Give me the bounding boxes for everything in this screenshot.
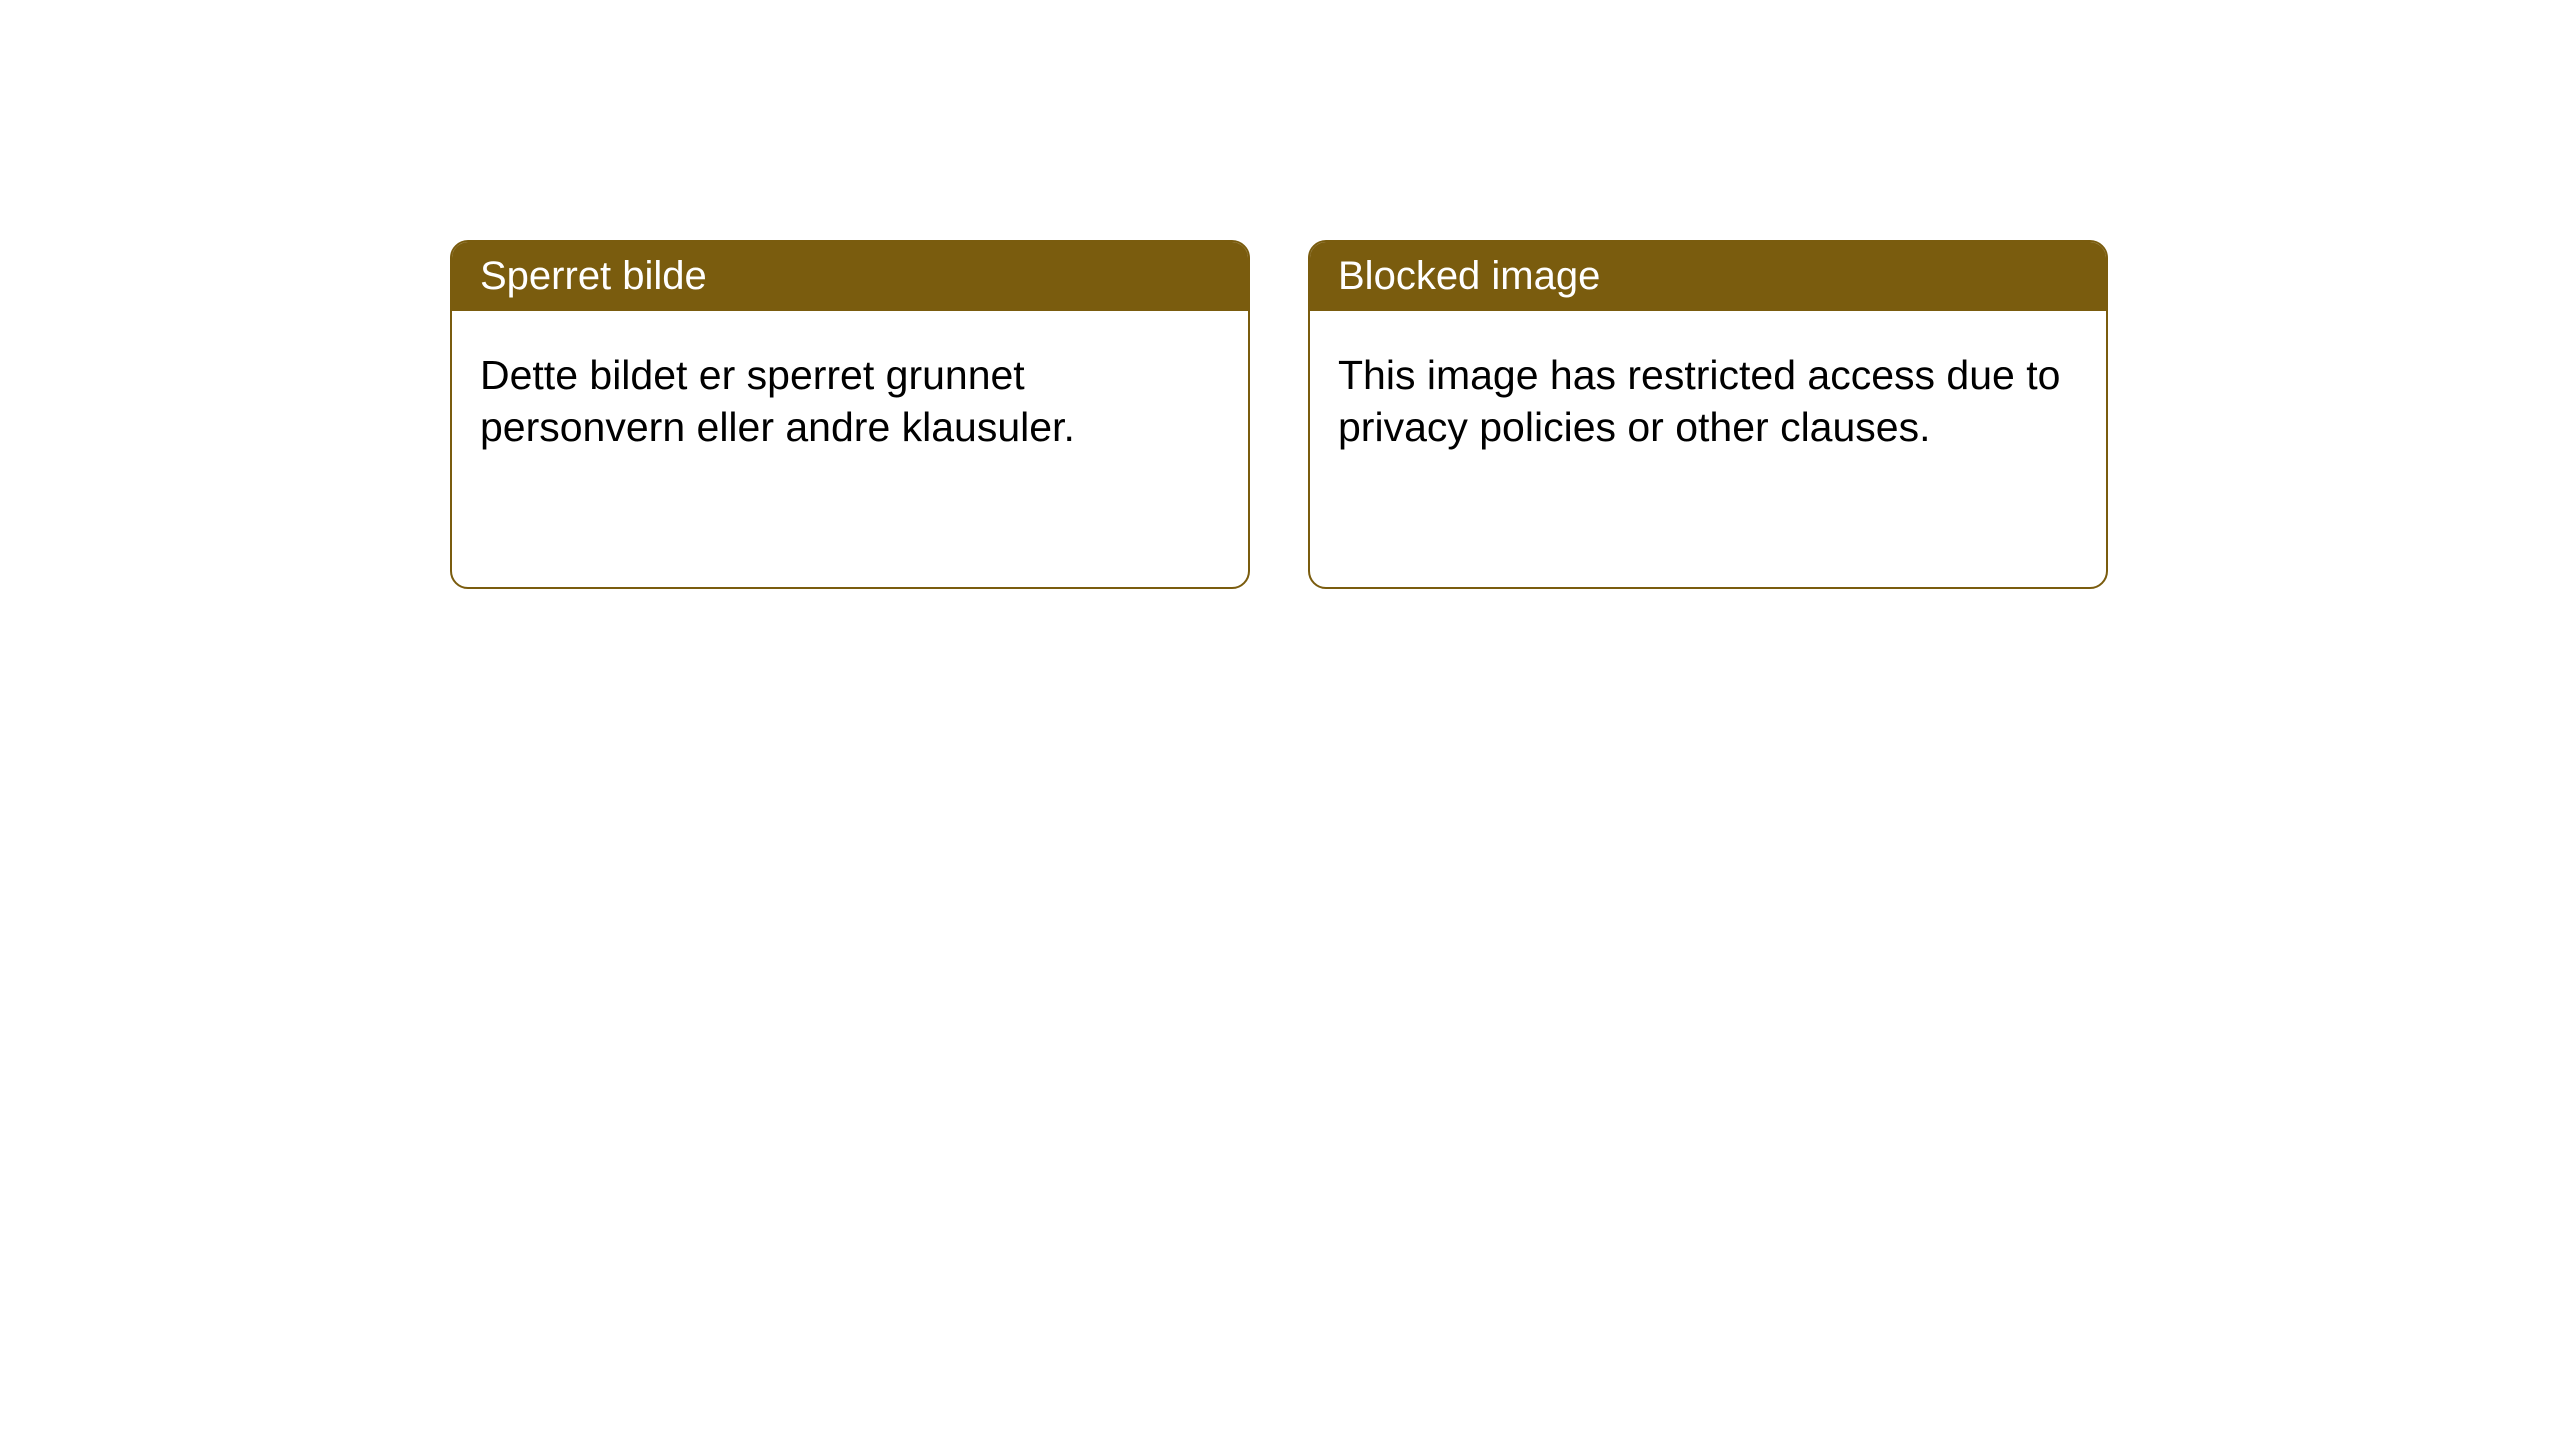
notice-body: Dette bildet er sperret grunnet personve… bbox=[452, 311, 1248, 587]
notice-title: Sperret bilde bbox=[452, 242, 1248, 311]
notice-container: Sperret bilde Dette bildet er sperret gr… bbox=[450, 240, 2108, 589]
notice-title: Blocked image bbox=[1310, 242, 2106, 311]
notice-card-english: Blocked image This image has restricted … bbox=[1308, 240, 2108, 589]
notice-body: This image has restricted access due to … bbox=[1310, 311, 2106, 587]
notice-card-norwegian: Sperret bilde Dette bildet er sperret gr… bbox=[450, 240, 1250, 589]
